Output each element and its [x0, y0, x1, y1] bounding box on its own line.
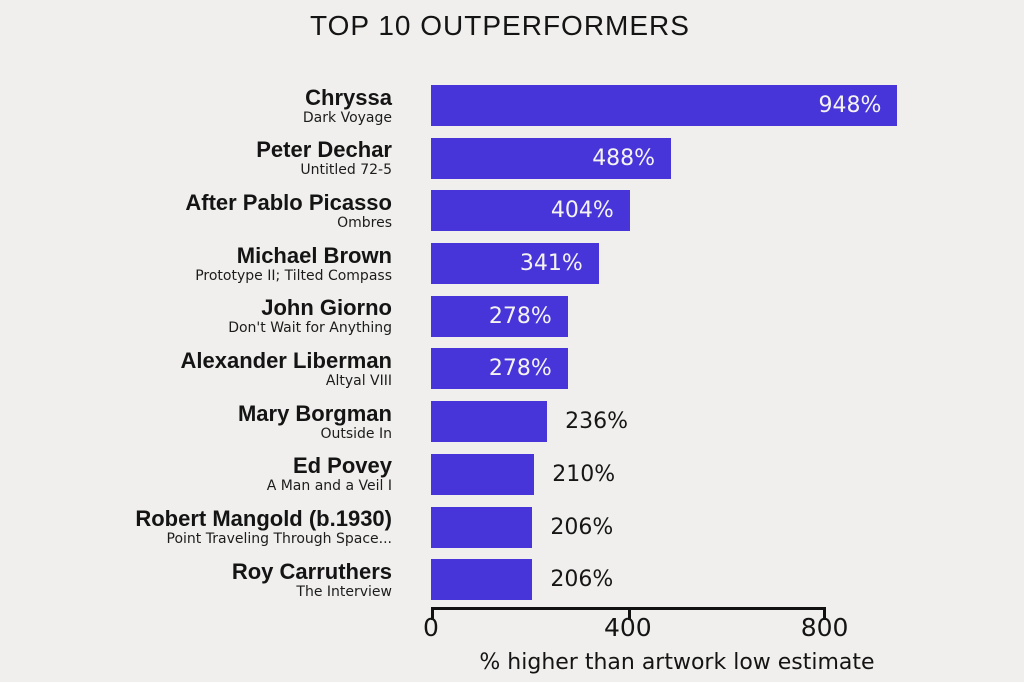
bar[interactable]: 488% [431, 137, 672, 179]
artwork-title: Don't Wait for Anything [228, 320, 392, 337]
chart-title: TOP 10 OUTPERFORMERS [310, 10, 690, 41]
category-label: John Giorno Don't Wait for Anything [0, 295, 400, 337]
x-axis-tick-label: 0 [423, 613, 439, 642]
bar-track: 206% [431, 559, 1024, 601]
bar-chart: Chryssa Dark Voyage 948% Peter Dechar Un… [0, 85, 1024, 612]
bar-track: 210% [431, 453, 1024, 495]
x-axis-tick [431, 610, 434, 620]
x-axis-tick-label: 800 [800, 613, 849, 642]
bar-row: Chryssa Dark Voyage 948% [0, 85, 1024, 126]
bar-value-label: 278% [488, 356, 552, 382]
bar-value-label: 206% [550, 514, 614, 540]
bar-track: 236% [431, 401, 1024, 443]
category-label: Michael Brown Prototype II; Tilted Compa… [0, 243, 400, 284]
bar-track: 404% [431, 190, 1024, 232]
artist-name: John Giorno [261, 295, 392, 321]
x-axis-tick-labels: 0 400 800 [0, 613, 1024, 645]
bar-value-label: 210% [552, 461, 616, 487]
bar-track: 948% [431, 85, 1024, 126]
artwork-title: Untitled 72-5 [300, 162, 392, 179]
bar-track: 488% [431, 137, 1024, 179]
category-label: Ed Povey A Man and a Veil I [0, 453, 400, 495]
bar-row: Peter Dechar Untitled 72-5 488% [0, 137, 1024, 179]
bar-track: 206% [431, 506, 1024, 548]
category-label: After Pablo Picasso Ombres [0, 190, 400, 231]
category-label: Peter Dechar Untitled 72-5 [0, 137, 400, 179]
artist-name: Robert Mangold (b.1930) [135, 506, 392, 531]
bar[interactable] [431, 453, 535, 495]
artist-name: Peter Dechar [256, 137, 392, 163]
bar-track: 278% [431, 295, 1024, 337]
category-label: Robert Mangold (b.1930) Point Traveling … [0, 506, 400, 548]
artwork-title: A Man and a Veil I [266, 478, 392, 495]
bar-row: Ed Povey A Man and a Veil I 210% [0, 453, 1024, 495]
bar-value-label: 488% [592, 145, 656, 171]
bar-track: 341% [431, 243, 1024, 285]
bar-row: Roy Carruthers The Interview 206% [0, 559, 1024, 601]
artwork-title: The Interview [296, 583, 392, 600]
category-label: Roy Carruthers The Interview [0, 559, 400, 600]
artwork-title: Ombres [337, 214, 392, 231]
bar[interactable]: 341% [431, 243, 599, 285]
bar-row: Alexander Liberman Altyal VIII 278% [0, 348, 1024, 390]
x-axis-tick [628, 610, 631, 620]
artist-name: Michael Brown [236, 242, 392, 268]
bar[interactable] [431, 401, 548, 443]
bar[interactable] [431, 506, 533, 548]
artist-name: Mary Borgman [237, 400, 392, 426]
artwork-title: Point Traveling Through Space... [166, 531, 392, 547]
artwork-title: Outside In [320, 425, 392, 442]
bar-value-label: 404% [550, 198, 614, 224]
bar-row: Mary Borgman Outside In 236% [0, 401, 1024, 443]
category-label: Chryssa Dark Voyage [0, 85, 400, 126]
category-label: Mary Borgman Outside In [0, 401, 400, 442]
x-axis-line [431, 607, 826, 620]
bar-value-label: 236% [565, 409, 628, 435]
x-axis-tick-label: 400 [603, 613, 652, 642]
artist-name: After Pablo Picasso [185, 189, 392, 215]
bar[interactable]: 278% [431, 295, 568, 337]
artwork-title: Prototype II; Tilted Compass [195, 267, 392, 284]
artwork-title: Dark Voyage [302, 109, 392, 126]
bar-value-label: 948% [818, 93, 882, 118]
bar-value-label: 278% [488, 303, 552, 329]
bar[interactable]: 278% [431, 348, 568, 390]
bar-row: After Pablo Picasso Ombres 404% [0, 190, 1024, 232]
bar[interactable] [431, 559, 533, 601]
bar-track: 278% [431, 348, 1024, 390]
category-label: Alexander Liberman Altyal VIII [0, 348, 400, 389]
bar-row: John Giorno Don't Wait for Anything 278% [0, 295, 1024, 337]
bar[interactable]: 404% [431, 190, 630, 232]
x-axis-tick [823, 610, 826, 620]
bar[interactable]: 948% [431, 85, 898, 126]
bar-row: Robert Mangold (b.1930) Point Traveling … [0, 506, 1024, 548]
artist-name: Roy Carruthers [231, 558, 392, 584]
bar-row: Michael Brown Prototype II; Tilted Compa… [0, 243, 1024, 285]
bar-value-label: 206% [550, 567, 614, 593]
artwork-title: Altyal VIII [325, 372, 392, 389]
artist-name: Alexander Liberman [180, 347, 392, 373]
artist-name: Ed Povey [292, 453, 392, 479]
x-axis-title: % higher than artwork low estimate [479, 650, 875, 675]
bar-value-label: 341% [519, 251, 583, 277]
artist-name: Chryssa [305, 84, 392, 110]
